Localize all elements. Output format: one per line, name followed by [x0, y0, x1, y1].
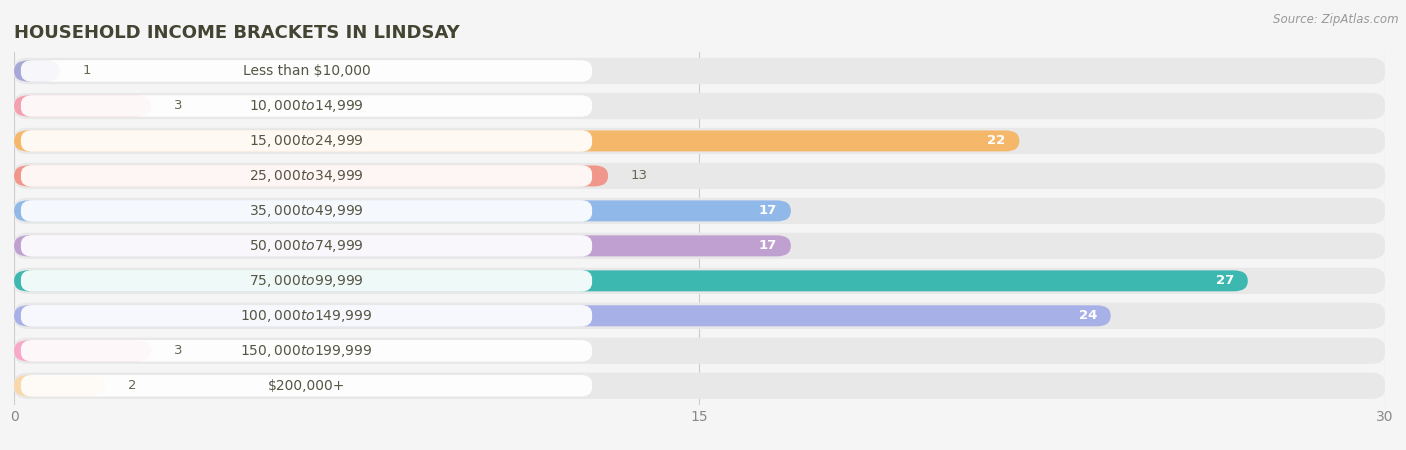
- FancyBboxPatch shape: [21, 130, 592, 152]
- FancyBboxPatch shape: [21, 270, 592, 292]
- FancyBboxPatch shape: [14, 130, 1019, 152]
- FancyBboxPatch shape: [21, 375, 592, 396]
- FancyBboxPatch shape: [14, 268, 1385, 294]
- FancyBboxPatch shape: [14, 235, 792, 256]
- Text: 22: 22: [987, 135, 1005, 148]
- FancyBboxPatch shape: [14, 270, 1249, 291]
- FancyBboxPatch shape: [14, 166, 609, 186]
- Text: $10,000 to $14,999: $10,000 to $14,999: [249, 98, 364, 114]
- Text: 1: 1: [83, 64, 91, 77]
- Text: $150,000 to $199,999: $150,000 to $199,999: [240, 343, 373, 359]
- FancyBboxPatch shape: [14, 340, 152, 361]
- Text: Source: ZipAtlas.com: Source: ZipAtlas.com: [1274, 14, 1399, 27]
- FancyBboxPatch shape: [21, 305, 592, 327]
- FancyBboxPatch shape: [14, 338, 1385, 364]
- Text: 3: 3: [174, 99, 183, 112]
- Text: 17: 17: [759, 239, 778, 252]
- Text: 13: 13: [631, 169, 648, 182]
- Text: 3: 3: [174, 344, 183, 357]
- Text: Less than $10,000: Less than $10,000: [243, 64, 370, 78]
- FancyBboxPatch shape: [21, 235, 592, 256]
- Text: 24: 24: [1078, 309, 1097, 322]
- Text: $50,000 to $74,999: $50,000 to $74,999: [249, 238, 364, 254]
- FancyBboxPatch shape: [21, 200, 592, 222]
- FancyBboxPatch shape: [14, 58, 1385, 84]
- Text: 17: 17: [759, 204, 778, 217]
- Text: 27: 27: [1216, 274, 1234, 288]
- FancyBboxPatch shape: [14, 200, 792, 221]
- FancyBboxPatch shape: [14, 303, 1385, 329]
- FancyBboxPatch shape: [14, 375, 105, 396]
- FancyBboxPatch shape: [14, 163, 1385, 189]
- Text: HOUSEHOLD INCOME BRACKETS IN LINDSAY: HOUSEHOLD INCOME BRACKETS IN LINDSAY: [14, 24, 460, 42]
- FancyBboxPatch shape: [14, 60, 60, 81]
- FancyBboxPatch shape: [14, 233, 1385, 259]
- Text: 2: 2: [128, 379, 136, 392]
- Text: $35,000 to $49,999: $35,000 to $49,999: [249, 203, 364, 219]
- Text: $15,000 to $24,999: $15,000 to $24,999: [249, 133, 364, 149]
- FancyBboxPatch shape: [21, 60, 592, 82]
- FancyBboxPatch shape: [14, 305, 1111, 326]
- Text: $100,000 to $149,999: $100,000 to $149,999: [240, 308, 373, 324]
- FancyBboxPatch shape: [21, 165, 592, 187]
- FancyBboxPatch shape: [14, 95, 152, 117]
- FancyBboxPatch shape: [14, 128, 1385, 154]
- FancyBboxPatch shape: [14, 93, 1385, 119]
- FancyBboxPatch shape: [14, 373, 1385, 399]
- FancyBboxPatch shape: [14, 198, 1385, 224]
- Text: $25,000 to $34,999: $25,000 to $34,999: [249, 168, 364, 184]
- Text: $200,000+: $200,000+: [267, 379, 346, 393]
- Text: $75,000 to $99,999: $75,000 to $99,999: [249, 273, 364, 289]
- FancyBboxPatch shape: [21, 340, 592, 361]
- FancyBboxPatch shape: [21, 95, 592, 117]
